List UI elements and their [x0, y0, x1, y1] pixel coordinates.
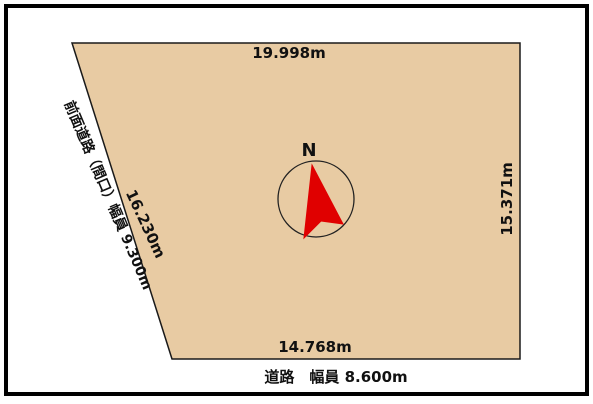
- north-label: N: [301, 140, 316, 161]
- compass-circle: [277, 160, 355, 238]
- bottom-road-label: 道路 幅員 8.600m: [264, 368, 407, 386]
- compass: N: [277, 140, 355, 240]
- bottom-edge-length: 14.768m: [278, 338, 352, 356]
- top-edge-length: 19.998m: [252, 44, 326, 62]
- right-edge-length: 15.371m: [498, 162, 516, 236]
- north-arrow-icon: [303, 163, 344, 240]
- lot-polygon: [70, 42, 521, 360]
